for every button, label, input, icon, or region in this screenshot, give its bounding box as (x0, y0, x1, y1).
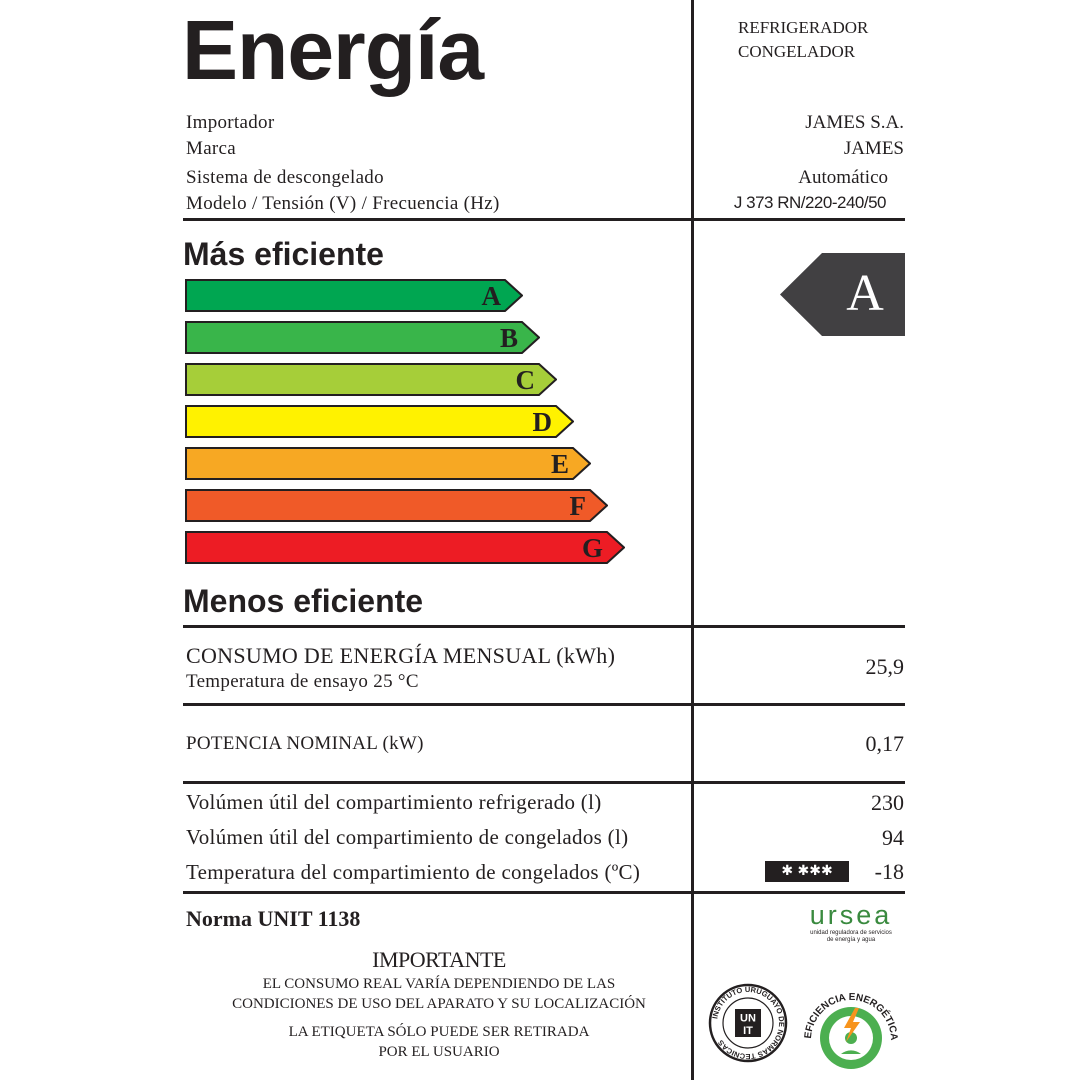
power-label: POTENCIA NOMINAL (kW) (186, 733, 424, 754)
efficiency-bar-letter: G (581, 533, 603, 563)
efficiency-bar-shape-d (185, 405, 574, 438)
divider-norma-top (183, 891, 905, 894)
norma-label: Norma UNIT 1138 (186, 906, 361, 931)
efficiency-bar-letter: F (569, 491, 587, 521)
efficiency-bar-c: C (185, 363, 557, 396)
fridge-volume-value: 230 (871, 790, 904, 815)
efficiency-bar-g: G (185, 531, 625, 564)
efficiency-bar-e: E (185, 447, 591, 480)
ursea-logo: ursea unidad reguladora de servicios de … (796, 900, 906, 944)
efficiency-bar-letter: C (515, 365, 536, 395)
efficiency-bar-letter: A (481, 281, 502, 311)
brand-label: Marca (186, 138, 237, 159)
efficiency-bar-shape-e (185, 447, 591, 480)
efficiency-bar-b: B (185, 321, 540, 354)
star-rating-icon: ✱ ✱✱✱ (781, 863, 833, 879)
freezer-volume-value: 94 (882, 825, 904, 850)
rating-arrow (780, 253, 905, 336)
efficiency-bar-d: D (185, 405, 574, 438)
brand-value: JAMES (843, 138, 904, 159)
model-label: Modelo / Tensión (V) / Frecuencia (Hz) (186, 193, 500, 214)
model-value: J 373 RN/220-240/50 (733, 193, 887, 212)
star-rating-badge: ✱ ✱✱✱ (765, 861, 849, 882)
divider-volumes-top (183, 781, 905, 784)
eficiencia-energetica-logo: EFICIENCIA ENERGÉTICA (803, 992, 899, 1069)
consumption-label: CONSUMO DE ENERGÍA MENSUAL (kWh) (186, 643, 616, 668)
unit-seal-bottom: IT (743, 1025, 753, 1037)
fridge-volume-label: Volúmen útil del compartimiento refriger… (186, 790, 602, 814)
importer-label: Importador (186, 112, 275, 133)
important-block: IMPORTANTE EL CONSUMO REAL VARÍA DEPENDI… (186, 946, 692, 1062)
power-value: 0,17 (865, 731, 905, 756)
defrost-value: Automático (798, 167, 888, 188)
consumption-value: 25,9 (865, 654, 905, 679)
vertical-divider (691, 0, 694, 1080)
efficiency-bar-shape-c (185, 363, 557, 396)
label-title: Energía (182, 3, 484, 97)
divider-consumption-top (183, 625, 905, 628)
efficiency-bar-letter: B (499, 323, 518, 353)
importer-value: JAMES S.A. (805, 112, 904, 133)
freezer-temp-label: Temperatura del compartimiento de congel… (186, 860, 641, 884)
important-line3: LA ETIQUETA SÓLO PUEDE SER RETIRADA (288, 1024, 590, 1040)
category-line1: REFRIGERADOR (738, 18, 869, 37)
important-line4: POR EL USUARIO (378, 1044, 500, 1060)
efficiency-bar-shape-a (185, 279, 523, 312)
ursea-sub2: de energía y agua (826, 937, 876, 943)
unit-seal: INSTITUTO URUGUAYO DE NORMAS TÉCNICAS UN… (708, 983, 788, 1063)
ursea-sub1: unidad reguladora de servicios (810, 930, 892, 936)
efficiency-bar-f: F (185, 489, 608, 522)
ursea-wordmark: ursea (809, 900, 893, 930)
efficiency-bar-shape-b (185, 321, 540, 354)
important-line2: CONDICIONES DE USO DEL APARATO Y SU LOCA… (232, 996, 646, 1012)
important-line1: EL CONSUMO REAL VARÍA DEPENDIENDO DE LAS (262, 976, 616, 992)
category-line2: CONGELADOR (738, 42, 856, 61)
consumption-sublabel: Temperatura de ensayo 25 °C (186, 671, 419, 692)
important-title: IMPORTANTE (372, 947, 506, 972)
most-efficient-label: Más eficiente (183, 236, 384, 272)
freezer-volume-label: Volúmen útil del compartimiento de conge… (186, 825, 629, 849)
unit-seal-top: UN (740, 1013, 756, 1025)
defrost-label: Sistema de descongelado (186, 167, 384, 188)
freezer-temp-value: -18 (874, 859, 904, 884)
divider-info (183, 218, 905, 221)
efficiency-bar-shape-f (185, 489, 608, 522)
efficiency-bar-letter: E (550, 449, 569, 479)
efficiency-bar-shape-g (185, 531, 625, 564)
appliance-category: REFRIGERADOR CONGELADOR (738, 16, 868, 64)
least-efficient-label: Menos eficiente (183, 583, 424, 619)
rating-letter: A (846, 265, 884, 322)
rating-arrow-shape (780, 253, 905, 336)
efficiency-bar-letter: D (532, 407, 553, 437)
divider-power-top (183, 703, 905, 706)
efficiency-bar-a: A (185, 279, 523, 312)
